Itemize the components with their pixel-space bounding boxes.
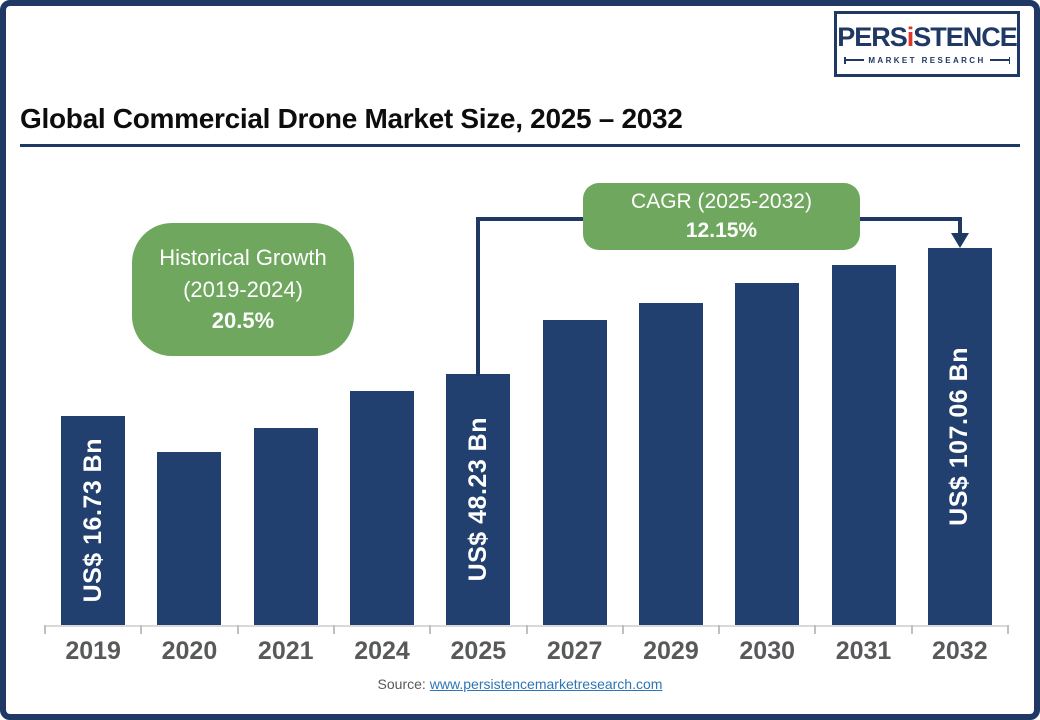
historical-growth-line1: Historical Growth bbox=[159, 244, 327, 270]
x-axis-tick bbox=[525, 625, 528, 634]
cagr-line1: CAGR (2025-2032) bbox=[631, 190, 812, 214]
logo-endcap-left bbox=[844, 56, 846, 64]
bar-2021 bbox=[253, 428, 318, 625]
pmr-logo-wordmark: PERSiSTENCE bbox=[837, 21, 1018, 52]
x-axis-tick bbox=[429, 625, 432, 634]
bar-value-label-2019: US$ 16.73 Bn bbox=[78, 438, 107, 603]
bar-column-2027 bbox=[526, 248, 622, 625]
logo-rule-left bbox=[845, 59, 865, 61]
bar-value-label-2032: US$ 107.06 Bn bbox=[945, 347, 974, 526]
historical-growth-value: 20.5% bbox=[211, 308, 275, 334]
x-axis-label-2021: 2021 bbox=[257, 637, 314, 665]
bar-column-2030 bbox=[719, 248, 815, 625]
pmr-logo: PERSiSTENCE MARKET RESEARCH bbox=[834, 11, 1020, 77]
source-link[interactable]: www.persistencemarketresearch.com bbox=[429, 676, 663, 692]
bar-2019: US$ 16.73 Bn bbox=[61, 416, 126, 625]
bar-column-2024 bbox=[334, 248, 430, 625]
bar-2032: US$ 107.06 Bn bbox=[927, 248, 992, 625]
logo-text-i: i bbox=[906, 21, 914, 52]
x-axis-tick bbox=[1007, 625, 1009, 634]
bar-column-2029 bbox=[623, 248, 719, 625]
bar-column-2025: US$ 48.23 Bn bbox=[430, 248, 526, 625]
x-axis-label-2020: 2020 bbox=[161, 637, 218, 665]
x-axis-tick bbox=[44, 625, 46, 634]
bar-column-2031 bbox=[815, 248, 911, 625]
x-axis-tick bbox=[814, 625, 817, 634]
x-axis-label-2025: 2025 bbox=[450, 637, 507, 665]
logo-rule-right bbox=[989, 59, 1009, 61]
cagr-connector-left-horizontal bbox=[476, 217, 593, 221]
x-axis-label-2027: 2027 bbox=[546, 637, 603, 665]
bars-row: US$ 16.73 Bn US$ 48.23 Bn US$ 107.06 Bn bbox=[45, 248, 1008, 625]
bar-2027 bbox=[542, 320, 607, 625]
x-axis-label-2019: 2019 bbox=[65, 637, 121, 665]
bar-2024 bbox=[350, 391, 415, 625]
cagr-value: 12.15% bbox=[685, 218, 758, 242]
x-axis-label-2030: 2030 bbox=[739, 637, 796, 665]
bar-2030 bbox=[735, 283, 800, 625]
bar-value-label-2025: US$ 48.23 Bn bbox=[463, 417, 492, 582]
logo-text-pre: PERS bbox=[837, 21, 908, 52]
title-underline bbox=[20, 144, 1020, 147]
x-axis-label-2024: 2024 bbox=[354, 637, 410, 665]
x-axis-label-2031: 2031 bbox=[835, 637, 892, 665]
arrow-down-icon bbox=[951, 233, 969, 248]
bar-2025: US$ 48.23 Bn bbox=[446, 374, 511, 625]
x-axis-tick bbox=[140, 625, 143, 634]
x-axis-tick bbox=[236, 625, 239, 634]
cagr-connector-right-vertical bbox=[958, 217, 962, 234]
x-axis-label-2029: 2029 bbox=[643, 637, 699, 665]
x-axis-tick bbox=[332, 625, 335, 634]
x-axis-tick bbox=[621, 625, 624, 634]
x-axis-tick bbox=[910, 625, 913, 634]
bar-column-2019: US$ 16.73 Bn bbox=[45, 248, 141, 625]
bar-column-2020 bbox=[141, 248, 237, 625]
cagr-connector-right-horizontal bbox=[852, 217, 962, 221]
bar-column-2032: US$ 107.06 Bn bbox=[912, 248, 1008, 625]
bar-2029 bbox=[638, 303, 703, 625]
x-axis-ticks bbox=[44, 625, 1009, 634]
page-title: Global Commercial Drone Market Size, 202… bbox=[20, 103, 683, 134]
historical-growth-callout: Historical Growth (2019-2024) 20.5% bbox=[132, 223, 354, 356]
source-line: Source: www.persistencemarketresearch.com bbox=[0, 676, 1040, 692]
bar-2031 bbox=[831, 265, 896, 625]
pmr-logo-subtitle-row: MARKET RESEARCH bbox=[844, 56, 1010, 65]
x-axis-labels: 2019 2020 2021 2024 2025 2027 2029 2030 2031 2032 bbox=[45, 637, 1008, 666]
source-label: Source: bbox=[377, 676, 426, 692]
logo-endcap-right bbox=[1008, 56, 1010, 64]
bar-column-2021 bbox=[238, 248, 334, 625]
logo-text-post: STENCE bbox=[913, 21, 1018, 52]
x-axis-label-2032: 2032 bbox=[932, 637, 988, 665]
bar-2020 bbox=[157, 452, 222, 625]
cagr-connector-left-vertical bbox=[476, 217, 480, 376]
historical-growth-line2: (2019-2024) bbox=[183, 276, 303, 302]
pmr-logo-subtitle: MARKET RESEARCH bbox=[868, 55, 986, 65]
x-axis-tick bbox=[718, 625, 721, 634]
cagr-callout: CAGR (2025-2032) 12.15% bbox=[583, 183, 860, 250]
